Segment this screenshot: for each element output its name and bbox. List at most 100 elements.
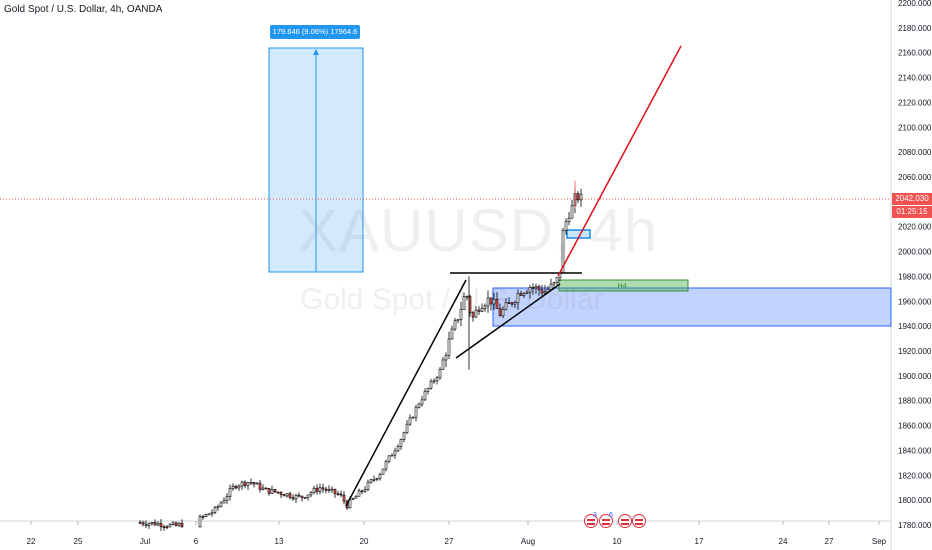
price-tick-label: 1860.000	[898, 422, 932, 431]
candle-body	[498, 308, 502, 317]
chart-title: Gold Spot / U.S. Dollar, 4h, OANDA	[4, 4, 163, 15]
time-tick-label: 6	[194, 537, 199, 546]
candle-body	[432, 380, 436, 383]
candle-body	[234, 485, 238, 489]
candle-body	[282, 494, 286, 497]
candle-body	[213, 506, 217, 513]
candle-body	[462, 296, 466, 310]
candle-body	[237, 485, 241, 489]
time-tick-label: Aug	[521, 537, 535, 546]
candle-body	[273, 489, 277, 493]
candle-body	[540, 289, 544, 294]
projection-line[interactable]	[557, 45, 682, 277]
time-tick-label: 24	[779, 537, 788, 546]
candle-body	[216, 506, 220, 508]
measure-label: 179.646 (9.06%) 17964.6	[270, 25, 360, 39]
candle-body	[321, 487, 325, 490]
candle-body	[522, 293, 526, 296]
price-tick-label: 2100.000	[898, 123, 932, 132]
candle-body	[516, 293, 520, 303]
candle-body	[309, 492, 313, 496]
candle-body	[288, 493, 292, 498]
candle-body	[162, 526, 166, 529]
candle-body	[243, 481, 247, 487]
candle-body	[201, 516, 205, 518]
candle-body	[165, 526, 169, 529]
candle-body	[369, 479, 373, 483]
candle-body	[387, 455, 391, 462]
time-axis[interactable]: 22 25 Jul 6 13 20 27 Aug 10 17 24 27 Sep	[27, 521, 887, 546]
demand-zone[interactable]	[492, 287, 892, 327]
candle-body	[414, 406, 418, 418]
candle-body	[504, 302, 508, 310]
price-tick-label: 1780.000	[898, 521, 932, 530]
candle-body	[501, 308, 505, 317]
candle-body	[180, 523, 184, 528]
candle-body	[525, 291, 529, 294]
candle-body	[396, 446, 400, 452]
time-tick-label: 10	[613, 537, 622, 546]
candle-body	[384, 461, 388, 470]
candle-body	[198, 516, 202, 528]
support-trend-line[interactable]	[455, 283, 561, 359]
candle-body	[528, 287, 532, 293]
price-tick-label: 1920.000	[898, 347, 932, 356]
candle-body	[246, 482, 250, 487]
last-price-tag: 2042.030	[892, 193, 932, 205]
candle-body	[441, 359, 445, 370]
candle-body	[156, 522, 160, 526]
candle-body	[420, 399, 424, 405]
candle-body	[555, 277, 559, 283]
us-flag-event-icon[interactable]	[618, 514, 632, 528]
price-axis[interactable]: 2200.000 2180.000 2160.000 2140.000 2120.000…	[898, 0, 932, 530]
time-tick-label: Sep	[872, 537, 887, 546]
candle-body	[261, 487, 265, 490]
candle-body	[258, 482, 262, 490]
h4-zone-label: H4	[618, 283, 627, 290]
candle-body	[456, 319, 460, 321]
candle-body	[267, 488, 271, 494]
candle-body	[300, 495, 304, 498]
candle-body	[471, 312, 475, 318]
candle-body	[360, 490, 364, 493]
candle-body	[543, 291, 547, 294]
price-tick-label: 1880.000	[898, 397, 932, 406]
price-tick-label: 1820.000	[898, 471, 932, 480]
candle-body	[549, 283, 553, 290]
candles-group	[138, 180, 583, 531]
price-tick-label: 1900.000	[898, 372, 932, 381]
candle-body	[390, 454, 394, 457]
candle-body	[450, 328, 454, 340]
candle-body	[177, 523, 181, 526]
candle-body	[363, 489, 367, 492]
candle-body	[399, 439, 403, 447]
candle-body	[279, 492, 283, 495]
candle-body	[408, 417, 412, 425]
price-tick-label: 2140.000	[898, 74, 932, 83]
candle-body	[567, 217, 571, 223]
us-flag-event-icon[interactable]	[584, 514, 598, 528]
trend-line-impulse[interactable]	[345, 279, 467, 507]
candle-body	[249, 482, 253, 484]
candle-body	[576, 193, 580, 201]
price-tick-label: 1960.000	[898, 297, 932, 306]
us-flag-event-icon[interactable]	[632, 514, 646, 528]
candle-body	[327, 488, 331, 491]
price-tick-label: 1940.000	[898, 322, 932, 331]
candle-body	[174, 522, 178, 526]
candle-body	[210, 512, 214, 515]
candle-body	[276, 491, 280, 494]
candle-body	[453, 320, 457, 330]
time-tick-label: 27	[445, 537, 454, 546]
candle-body	[444, 355, 448, 361]
candle-body	[372, 478, 376, 481]
candle-body	[333, 488, 337, 494]
candle-body	[474, 309, 478, 318]
time-tick-label: 13	[275, 537, 284, 546]
us-flag-event-icon[interactable]	[599, 514, 613, 528]
candle-body	[411, 416, 415, 419]
candle-body	[339, 493, 343, 496]
candle-body	[312, 487, 316, 493]
time-tick-label: 22	[27, 537, 36, 546]
